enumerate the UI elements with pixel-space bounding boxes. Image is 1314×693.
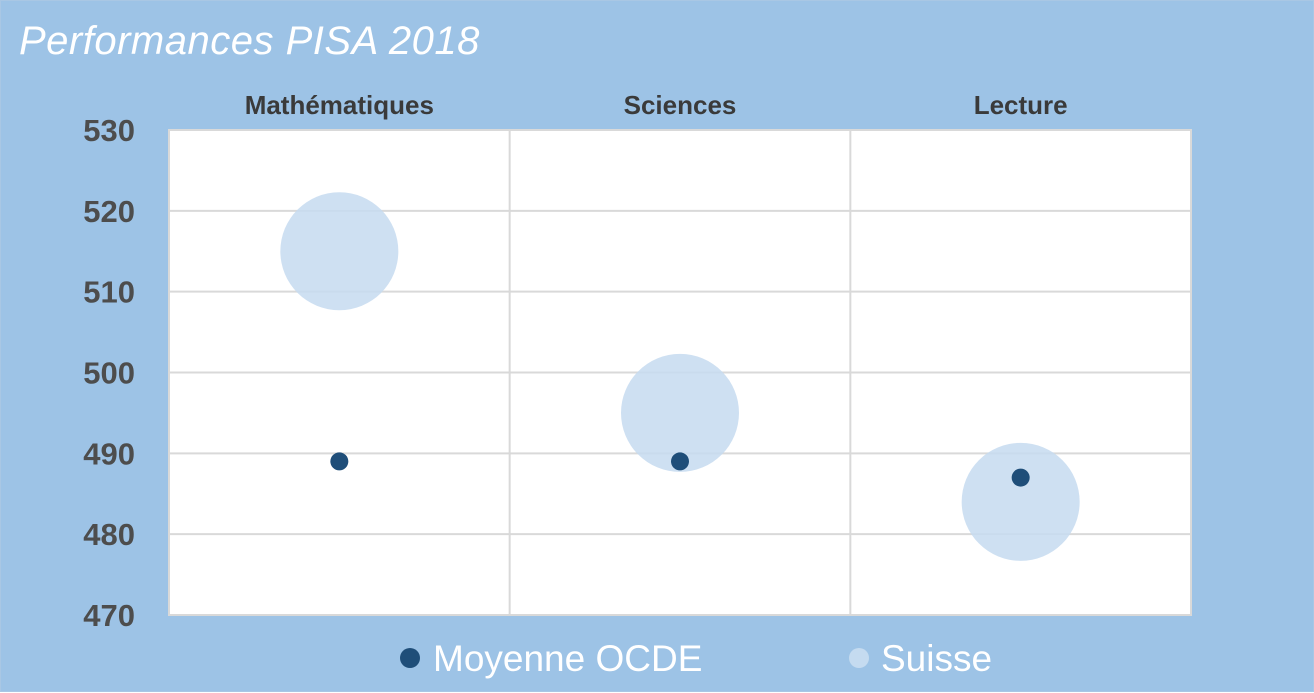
y-tick-label: 480 <box>83 517 135 552</box>
ocde-bubble-0 <box>330 452 349 471</box>
ocde-bubble-1 <box>671 452 689 471</box>
category-label: Sciences <box>624 90 737 120</box>
suisse-bubble-0 <box>280 192 399 311</box>
legend-label: Suisse <box>881 638 992 679</box>
legend-marker <box>849 648 869 668</box>
data-bubbles <box>280 192 1080 561</box>
suisse-bubble-1 <box>621 353 739 472</box>
y-tick-label: 530 <box>83 113 135 148</box>
suisse-bubble-2 <box>961 442 1080 561</box>
y-tick-label: 470 <box>83 598 135 633</box>
y-axis-tick-labels: 530 520 510 500 490 480 470 <box>83 113 135 633</box>
y-tick-label: 490 <box>83 436 135 471</box>
legend: Moyenne OCDE Suisse <box>400 638 992 679</box>
legend-marker <box>400 648 420 668</box>
y-tick-label: 500 <box>83 356 135 391</box>
ocde-bubble-2 <box>1011 468 1030 487</box>
category-label: Lecture <box>974 90 1068 120</box>
y-tick-label: 510 <box>83 275 135 310</box>
category-label: Mathématiques <box>245 90 434 120</box>
legend-label: Moyenne OCDE <box>433 638 702 679</box>
chart-title: Performances PISA 2018 <box>19 19 480 63</box>
y-tick-label: 520 <box>83 194 135 229</box>
category-labels: Mathématiques Sciences Lecture <box>245 90 1068 120</box>
